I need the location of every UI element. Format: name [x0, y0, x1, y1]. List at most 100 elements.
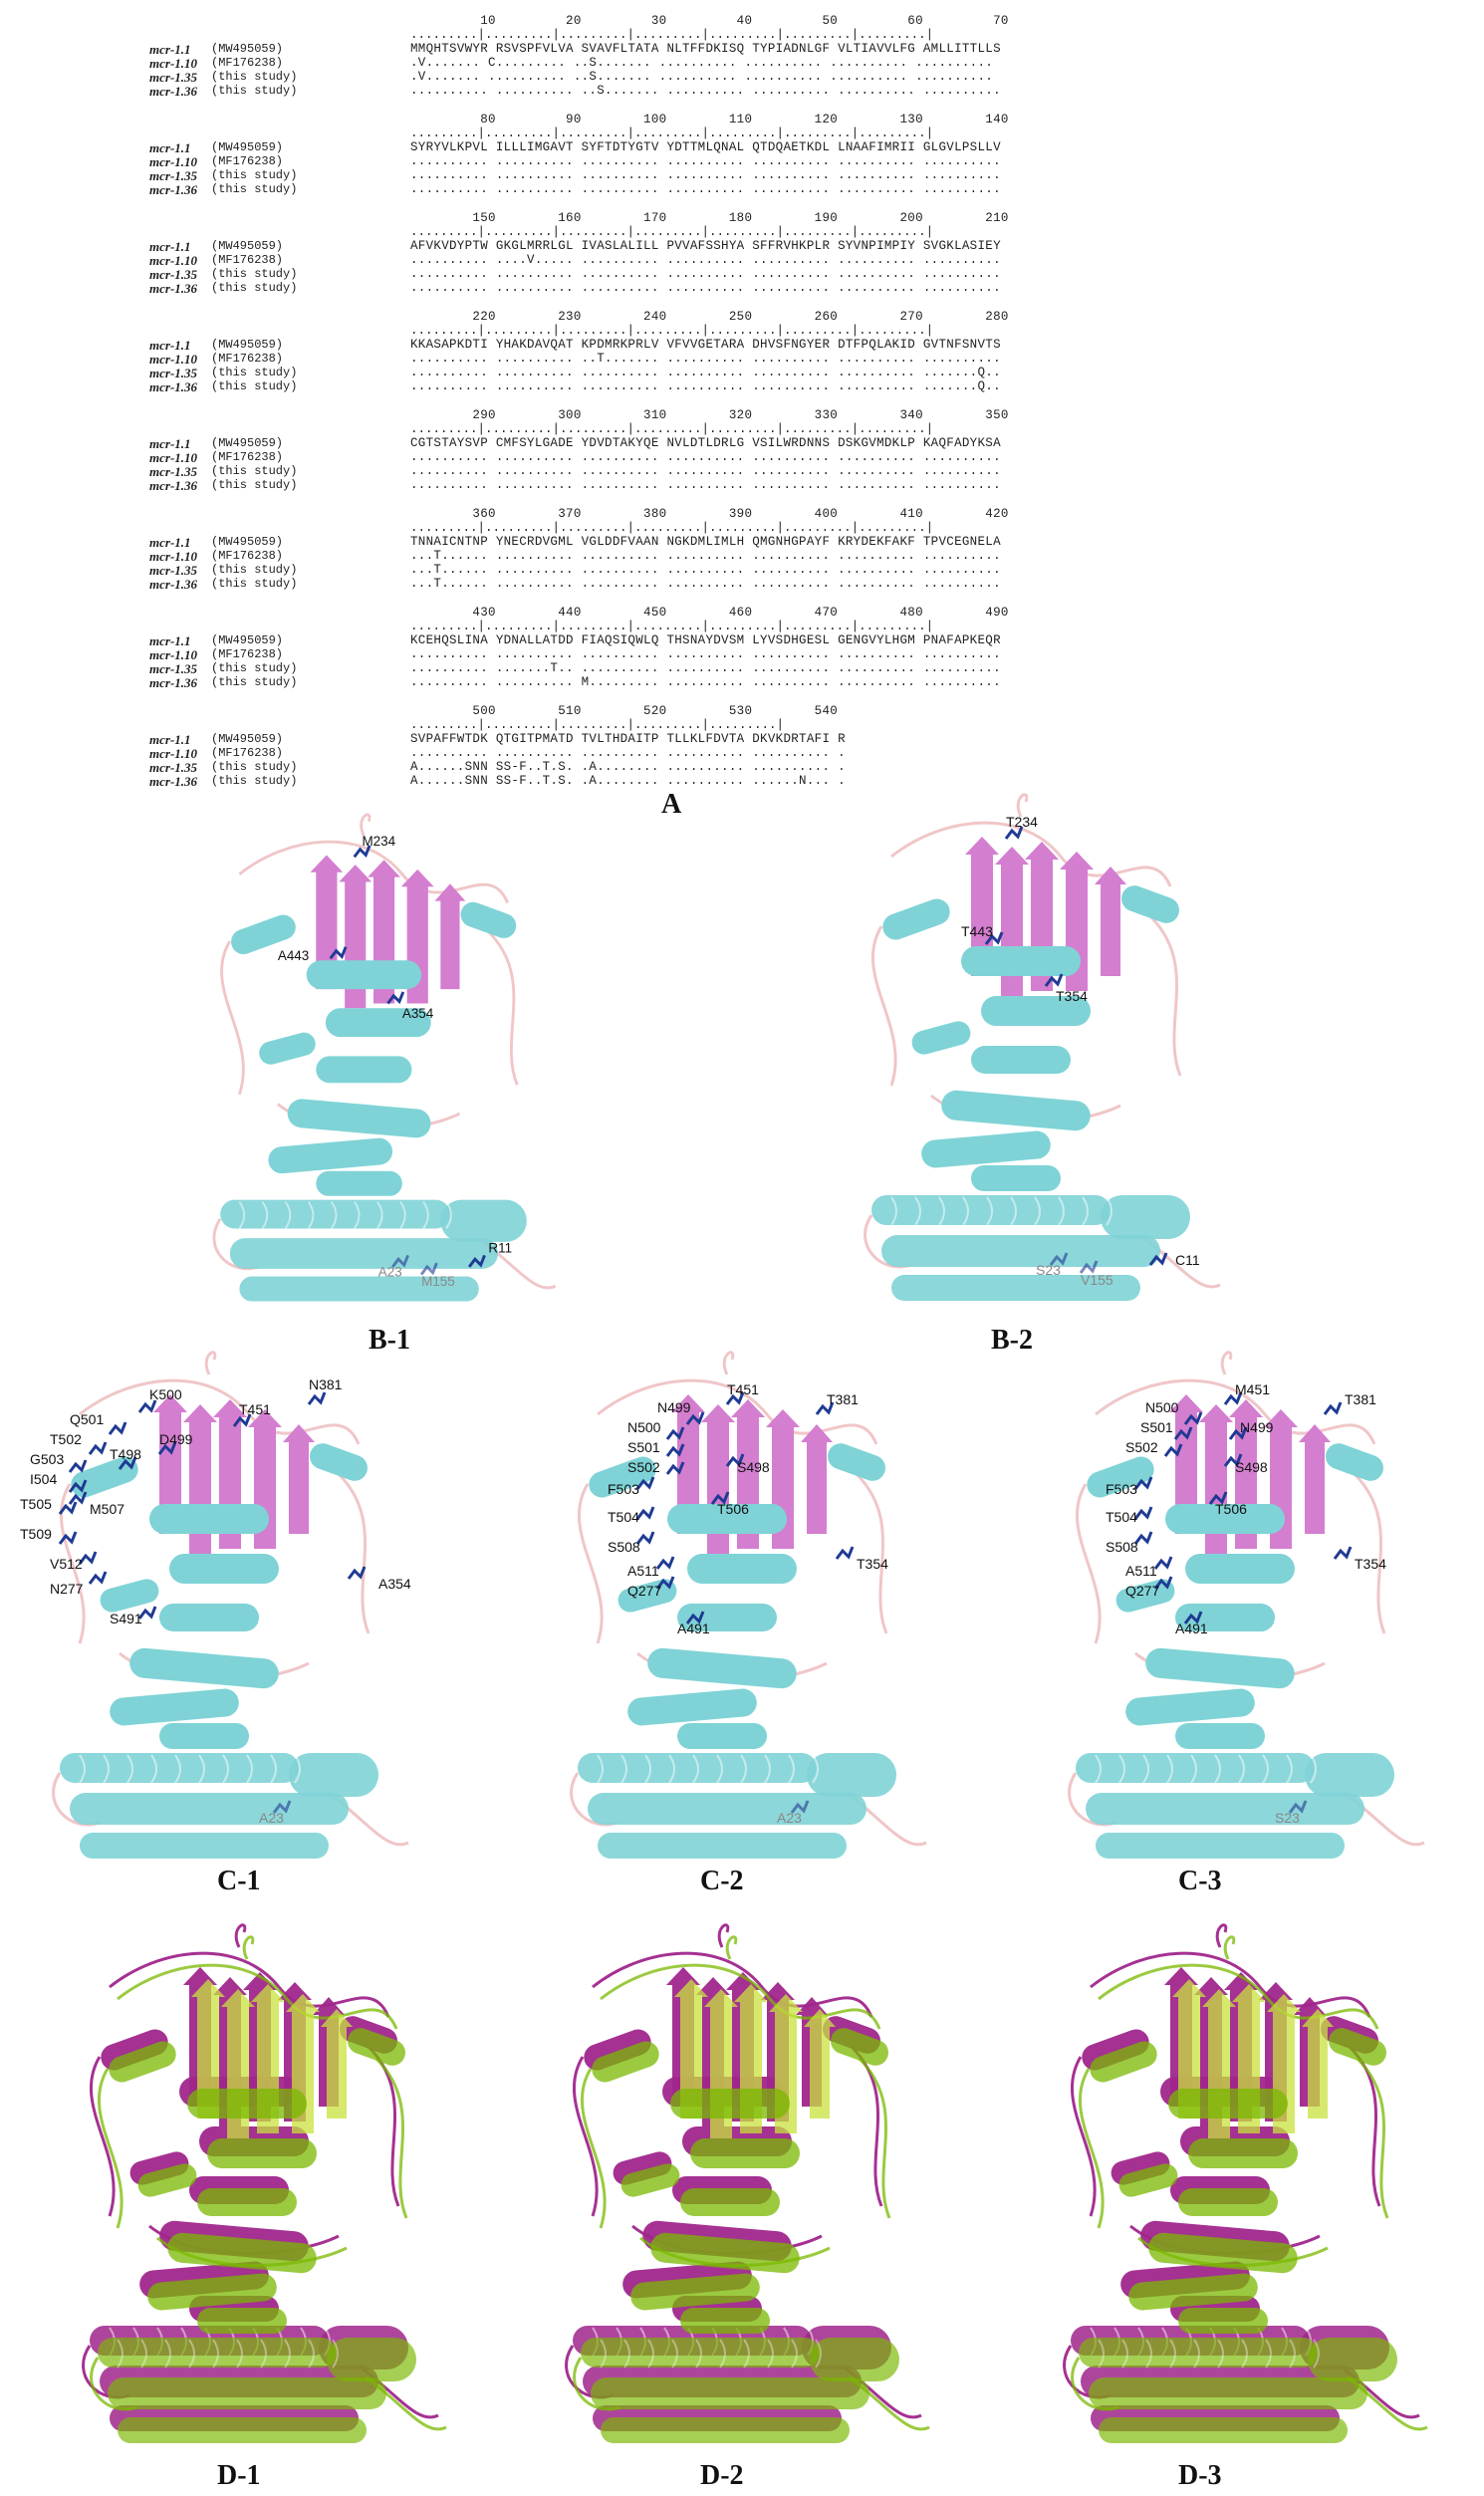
- residue-sidechain: [1079, 1260, 1099, 1274]
- sequence-text: .......... .......... M......... .......…: [410, 675, 1001, 689]
- alignment-row: mcr-1.10 (MF176238) .......... .......... …: [149, 647, 1444, 662]
- helix-ridge: [308, 2339, 315, 2369]
- helix-ridge: [986, 1196, 993, 1226]
- helix-ridge: [284, 1200, 292, 1230]
- alpha-helix: [891, 1275, 1140, 1301]
- alpha-helix: [1185, 1554, 1295, 1584]
- loop-coil: [487, 930, 519, 1086]
- sequence-accession: (this study): [211, 563, 298, 577]
- residue-label: T443: [961, 923, 993, 939]
- alignment-block: 80 90 100 110 120 130 140 .........|.....…: [149, 113, 1444, 202]
- sequence-accession: (this study): [211, 478, 298, 492]
- helix-ridge: [668, 1754, 675, 1784]
- residue-sidechain: [157, 1441, 177, 1455]
- alpha-helix: [147, 2273, 277, 2311]
- loop-coil: [1078, 2068, 1105, 2229]
- alpha-helix: [828, 1443, 885, 1481]
- residue-label: T234: [1006, 814, 1038, 830]
- helix-ridge: [1082, 1196, 1089, 1226]
- alignment-row: mcr-1.10 (MF176238) .......... ....V..... …: [149, 253, 1444, 268]
- alignment-tick-row: .........|.........|.........|.........|…: [410, 718, 785, 732]
- residue-label: A23: [777, 1810, 802, 1826]
- helix-ridge: [740, 1754, 747, 1784]
- residue-sidechain: [1333, 1546, 1353, 1560]
- alpha-helix: [1308, 2338, 1397, 2381]
- loop-coil: [1356, 2057, 1389, 2219]
- panel-label-d3: D-3: [1178, 2460, 1222, 2491]
- helix-ridge: [1034, 1196, 1041, 1226]
- sequence-accession: (MF176238): [211, 746, 284, 760]
- alpha-helix: [831, 2028, 888, 2066]
- loop-coil: [600, 1963, 881, 2030]
- alpha-helix: [1090, 2041, 1157, 2083]
- alpha-helix: [229, 1238, 498, 1269]
- alpha-helix: [1165, 1504, 1285, 1534]
- alignment-row: mcr-1.1 (MW495059) AFVKVDYPTW GKGLMRRLGL I…: [149, 239, 1444, 254]
- helix-ridge: [238, 1200, 246, 1230]
- helix-ridge: [1058, 1196, 1065, 1226]
- alpha-helix: [1175, 1604, 1275, 1631]
- residue-label: T381: [1345, 1391, 1376, 1407]
- residue-label: K500: [149, 1386, 182, 1402]
- sequence-text: ...T...... .......... .......... .......…: [410, 563, 1001, 577]
- residue-sidechain: [1323, 1401, 1343, 1415]
- helix-ridge: [376, 1200, 383, 1230]
- alpha-helix: [941, 1090, 1091, 1131]
- residue-sidechain: [68, 1459, 88, 1473]
- alpha-helix: [961, 946, 1081, 976]
- alpha-helix: [882, 898, 950, 940]
- alpha-helix: [1089, 2377, 1367, 2409]
- residue-label: S501: [1140, 1419, 1173, 1435]
- alpha-helix: [650, 2232, 800, 2274]
- residue-sidechain: [88, 1441, 108, 1455]
- helix-ridge: [716, 1754, 723, 1784]
- sequence-accession: (MF176238): [211, 154, 284, 168]
- residue-sidechain: [386, 991, 405, 1005]
- alignment-tick-row: .........|.........|.........|.........|…: [410, 521, 934, 535]
- sequence-accession: (MW495059): [211, 436, 284, 450]
- helix-ridge: [1217, 2339, 1224, 2369]
- residue-label: N499: [657, 1399, 691, 1415]
- helix-ridge: [212, 2339, 219, 2369]
- sequence-name: mcr-1.35: [149, 70, 198, 85]
- beta-strand: [804, 2009, 836, 2119]
- residue-label: M451: [1235, 1381, 1270, 1397]
- helix-ridge: [236, 2339, 243, 2369]
- alpha-helix: [1305, 1753, 1394, 1797]
- sequence-name: mcr-1.1: [149, 633, 191, 648]
- residue-label: Q501: [70, 1411, 104, 1427]
- alignment-tick-row: .........|.........|.........|.........|…: [410, 422, 934, 436]
- helix-ridge: [620, 1754, 627, 1784]
- protein-cartoon: [1071, 1935, 1428, 2443]
- sequence-text: CGTSTAYSVP CMFSYLGADE YDVDTAKYQE NVLDTLD…: [410, 436, 1001, 450]
- sequence-text: .......... .......... .......... .......…: [410, 366, 1001, 379]
- beta-strand: [1302, 2009, 1334, 2119]
- sequence-text: .......... .......... .......... .......…: [410, 154, 1001, 168]
- residue-label: M507: [90, 1501, 124, 1517]
- sequence-text: .......... .......... .......... .......…: [410, 647, 1001, 661]
- sequence-accession: (this study): [211, 760, 298, 774]
- alpha-helix: [810, 2338, 899, 2381]
- residue-label: S498: [1235, 1459, 1268, 1475]
- sequence-text: KKASAPKDTI YHAKDAVQAT KPDMRKPRLV VFVVGET…: [410, 338, 1001, 352]
- sequence-accession: (MW495059): [211, 239, 284, 253]
- loop-coil: [59, 1483, 86, 1644]
- residue-label: F503: [608, 1481, 639, 1497]
- loop-coil: [1215, 1923, 1228, 1948]
- alpha-helix: [1175, 1723, 1265, 1749]
- residue-sidechain: [1173, 1426, 1193, 1440]
- alpha-helix: [981, 996, 1091, 1026]
- helix-ridge: [1106, 1196, 1113, 1226]
- helix-ridge: [1193, 2339, 1200, 2369]
- helix-ridge: [719, 2339, 726, 2369]
- helix-ridge: [1095, 1754, 1102, 1784]
- helix-ridge: [695, 2339, 702, 2369]
- alpha-helix: [348, 2028, 405, 2066]
- residue-sidechain: [118, 1456, 137, 1470]
- alpha-helix: [187, 2089, 307, 2119]
- alignment-row: mcr-1.10 (MF176238) .V....... C......... .…: [149, 56, 1444, 71]
- helix-ridge: [188, 2339, 195, 2369]
- sequence-name: mcr-1.35: [149, 464, 198, 479]
- alpha-helix: [1099, 2417, 1348, 2443]
- alpha-helix: [677, 1723, 767, 1749]
